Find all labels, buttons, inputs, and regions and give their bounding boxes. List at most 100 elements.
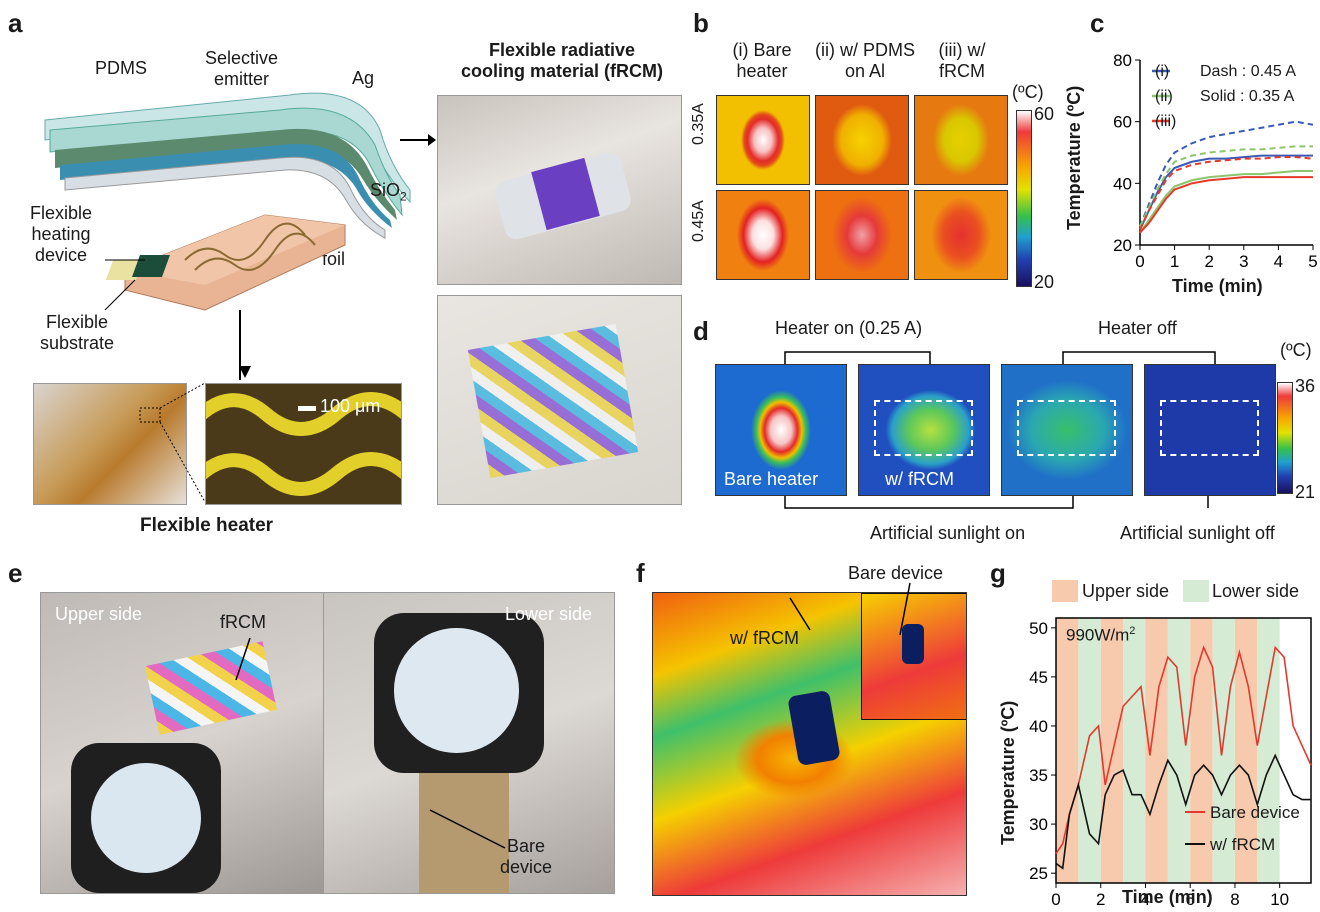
d-thermal-w-frcm [858, 364, 990, 496]
b-row-label-1: 0.35A [690, 103, 707, 145]
g-ytick-label: 25 [1029, 864, 1048, 883]
e-bare-device: Bare device [500, 836, 553, 877]
b-colorbar-min: 20 [1034, 272, 1055, 292]
g-irradiance: 990W/m2 [1066, 625, 1136, 645]
c-xtick-label: 1 [1170, 252, 1179, 271]
label-flexible-heating-device: Flexible heating device [30, 203, 93, 265]
c-note-solid: Solid : 0.35 A [1200, 88, 1295, 105]
photo-watch-upper [40, 592, 325, 894]
g-ytick-label: 30 [1029, 815, 1048, 834]
g-lower-band [1167, 618, 1191, 883]
label-sio2: SiO2 [370, 180, 407, 204]
g-legend-upper-swatch [1052, 580, 1078, 602]
g-upper-band [1100, 618, 1124, 883]
e-lower-side: Lower side [505, 604, 593, 624]
b-thermal-bare-035 [716, 95, 810, 185]
c-legend-iii: (iii) [1155, 113, 1177, 130]
g-xtick-label: 0 [1051, 890, 1060, 909]
c-series-line [1139, 120, 1314, 227]
photo-frcm-pattern [437, 295, 682, 505]
g-legend-upper: Upper side [1082, 581, 1170, 601]
b-thermal-frcm-035 [914, 95, 1008, 185]
d-thermal-bare-heater [715, 364, 847, 496]
c-ytick-label: 60 [1113, 113, 1132, 132]
g-upper-band [1145, 618, 1168, 883]
c-series-line [1139, 170, 1313, 234]
photo-flexible-heater [33, 383, 187, 505]
b-thermal-bare-045 [716, 190, 810, 280]
c-series-line [1139, 156, 1314, 231]
panel-label-b: b [693, 8, 709, 38]
c-ytick-label: 20 [1113, 236, 1132, 255]
b-thermal-pdms-035 [815, 95, 909, 185]
g-upper-band [1056, 618, 1079, 883]
caption-frcm-title: Flexible radiative cooling material (fRC… [460, 40, 663, 81]
c-legend-i: (i) [1155, 63, 1170, 80]
d-colorbar-unit: (ºC) [1280, 340, 1312, 360]
arrow-down [239, 366, 251, 378]
g-series-line [1055, 645, 1312, 855]
c-xlabel: Time (min) [1172, 276, 1263, 296]
c-ytick-label: 40 [1113, 174, 1132, 193]
flexible-heater-diagram [105, 214, 346, 311]
g-xtick-label: 4 [1141, 890, 1150, 909]
panel-label-a: a [8, 8, 23, 38]
g-lower-band [1123, 618, 1146, 883]
g-ytick-label: 35 [1029, 766, 1048, 785]
c-xtick-label: 3 [1239, 252, 1248, 271]
d-sunlight-on: Artificial sunlight on [870, 523, 1026, 543]
caption-flexible-heater: Flexible heater [140, 515, 274, 536]
c-series-line [1139, 154, 1313, 231]
panel-label-d: d [693, 316, 709, 346]
panel-label-e: e [8, 558, 23, 588]
panel-label-g: g [990, 558, 1006, 588]
c-ylabel: Temperature (ºC) [1064, 85, 1084, 230]
g-legend-frcm: w/ fRCM [1210, 835, 1276, 854]
d-thermal-sunlight-off [1144, 364, 1276, 496]
g-lower-band [1257, 618, 1280, 883]
b-col-label-1: (i) Bare heater [732, 40, 792, 81]
g-legend-bare: Bare device [1210, 803, 1300, 822]
c-note-dash: Dash : 0.45 A [1200, 63, 1297, 80]
scale-bar-label: 100 μm [320, 396, 381, 416]
b-col-label-2: (ii) w/ PDMS on Al [815, 40, 915, 81]
f-callout-lines [789, 582, 911, 636]
g-upper-band [1190, 618, 1213, 883]
b-thermal-frcm-045 [914, 190, 1008, 280]
g-ylabel: Temperature (ºC) [998, 700, 1018, 845]
c-series-line [1139, 176, 1313, 234]
f-bare-device: Bare device [848, 563, 944, 583]
f-thermal-image [652, 592, 967, 896]
g-xtick-label: 6 [1185, 890, 1194, 909]
g-plot-frame [1055, 617, 1312, 884]
d-label-bare-heater: Bare heater [724, 469, 819, 489]
g-ytick-label: 40 [1029, 717, 1048, 736]
c-legend-ii: (ii) [1155, 88, 1173, 105]
e-frcm: fRCM [220, 612, 266, 632]
arrow-to-frcm [400, 134, 436, 146]
label-selective-emitter: Selective emitter [205, 48, 279, 89]
chart-g-temperature: 25 30 35 40 45 50 0 2 4 6 8 10 [1029, 617, 1312, 909]
b-colorbar-max: 60 [1034, 104, 1055, 124]
g-lower-band [1212, 618, 1235, 883]
d-heater-off: Heater off [1098, 318, 1177, 338]
g-legend-lower: Lower side [1212, 581, 1300, 601]
d-brackets [784, 351, 1216, 509]
g-legend-lower-swatch [1183, 580, 1209, 602]
g-xlabel: Time (min) [1122, 887, 1213, 907]
g-upper-band [1234, 618, 1258, 883]
d-colorbar [1277, 382, 1293, 494]
label-pdms: PDMS [95, 58, 148, 78]
c-series-line [1139, 145, 1313, 227]
label-ag: Ag [352, 68, 375, 88]
b-thermal-pdms-045 [815, 190, 909, 280]
panel-label-c: c [1090, 8, 1105, 38]
d-colorbar-max: 36 [1295, 376, 1316, 396]
c-xtick-label: 4 [1274, 252, 1283, 271]
d-label-w-frcm: w/ fRCM [885, 469, 954, 489]
callout-lines-a [104, 259, 241, 380]
b-col-label-3: (iii) w/ fRCM [938, 40, 986, 81]
b-colorbar [1016, 110, 1032, 287]
micrograph-heater-trace [205, 383, 402, 505]
c-ytick-label: 80 [1113, 51, 1132, 70]
